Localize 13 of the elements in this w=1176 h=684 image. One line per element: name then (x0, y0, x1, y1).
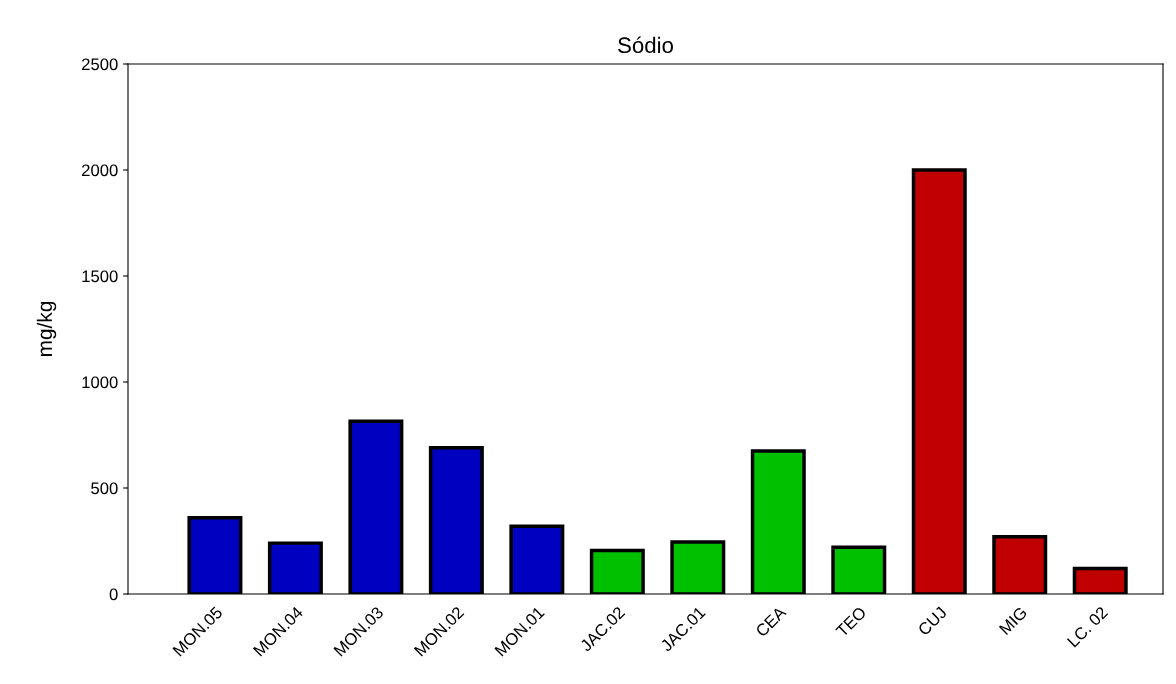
y-tick-label: 500 (91, 482, 118, 495)
y-tick-label: 1000 (82, 376, 118, 389)
chart-title: Sódio (618, 36, 673, 54)
x-tick-label: CEA (754, 605, 787, 638)
x-tick-label: MIG (998, 606, 1028, 636)
y-axis-title: mg/kg (36, 301, 57, 356)
x-tick-label: CUJ (917, 606, 948, 637)
y-tick-label: 2000 (82, 164, 118, 177)
y-tick-label: 0 (109, 588, 118, 601)
x-tick-label: TEO (835, 605, 867, 638)
y-tick-label: 2500 (82, 58, 118, 71)
x-tick-label: LC. 02 (1066, 606, 1109, 648)
y-tick-label: 1500 (82, 270, 118, 283)
